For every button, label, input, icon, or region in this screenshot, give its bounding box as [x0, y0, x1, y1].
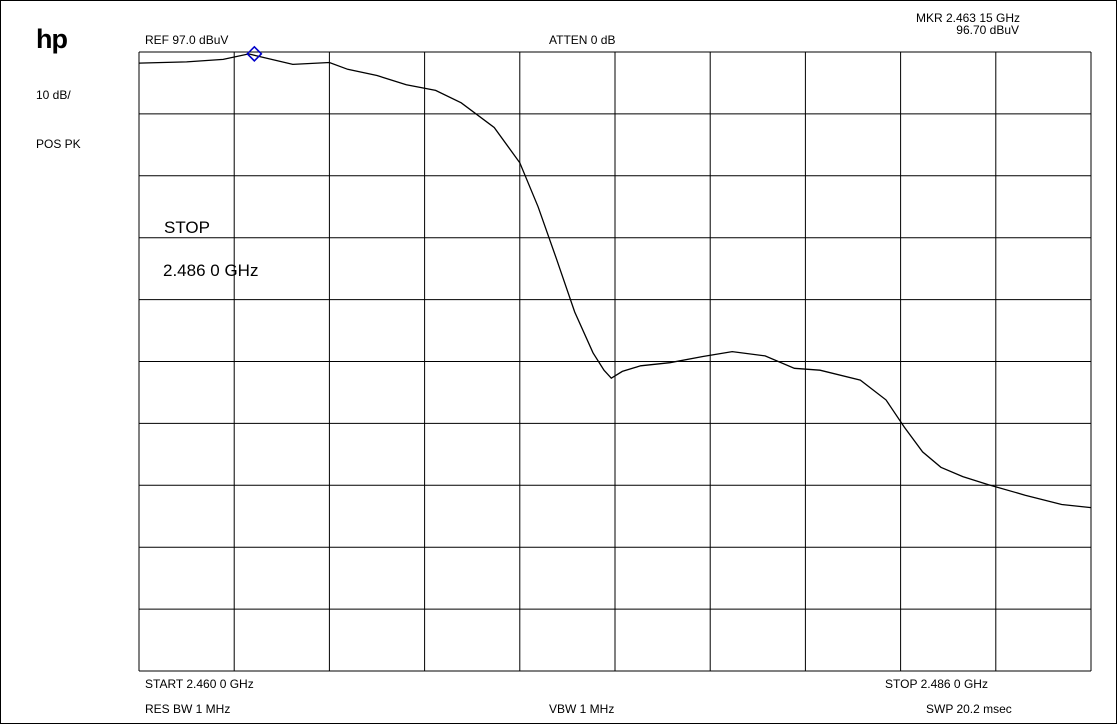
video-bandwidth: VBW 1 MHz: [549, 702, 615, 716]
marker-level: 96.70 dBuV: [956, 23, 1019, 37]
marker-frequency: MKR 2.463 15 GHz: [915, 11, 1020, 25]
stop-annotation-title: STOP: [164, 218, 210, 237]
resolution-bandwidth: RES BW 1 MHz: [145, 702, 231, 716]
detector-label: POS PK: [36, 137, 81, 151]
scale-label: 10 dB/: [36, 88, 71, 102]
graticule: [138, 51, 1092, 672]
hp-logo: hp: [36, 24, 68, 54]
marker-diamond-icon: [246, 45, 263, 62]
sweep-time: SWP 20.2 msec: [926, 702, 1012, 716]
spectrum-trace: [138, 53, 1092, 509]
atten-label: ATTEN 0 dB: [549, 33, 616, 47]
stop-frequency: STOP 2.486 0 GHz: [885, 677, 988, 691]
ref-level-label: REF 97.0 dBuV: [145, 33, 229, 47]
start-frequency: START 2.460 0 GHz: [145, 677, 254, 691]
